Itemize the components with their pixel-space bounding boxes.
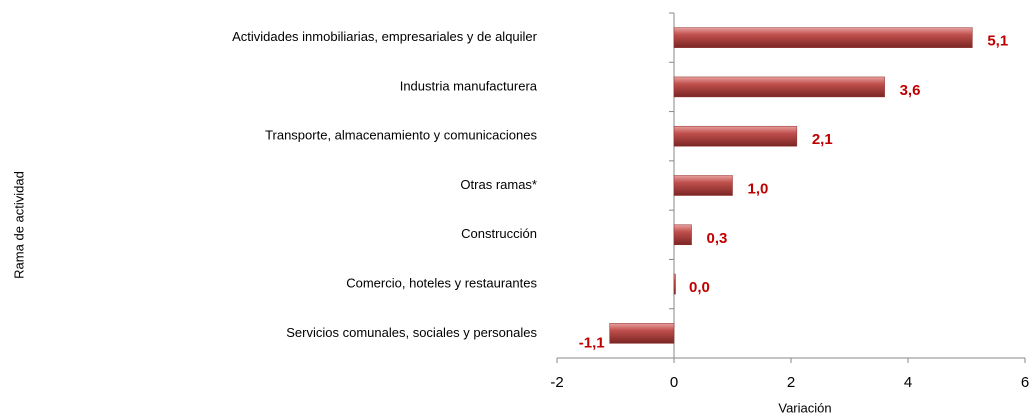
y-tick-label: Transporte, almacenamiento y comunicacio…: [265, 128, 537, 143]
y-tick-label: Otras ramas*: [460, 177, 537, 192]
y-tick-label: Construcción: [461, 226, 537, 241]
bar: [673, 125, 798, 147]
y-tick-label: Comercio, hoteles y restaurantes: [346, 276, 537, 291]
bar: [673, 224, 692, 246]
bar: [673, 175, 733, 196]
bar: [609, 323, 675, 344]
x-tick-label: 2: [787, 374, 795, 391]
value-label: 3,6: [900, 82, 921, 99]
y-tick-label: Industria manufacturera: [400, 78, 538, 93]
y-tick-label: Servicios comunales, sociales y personal…: [286, 325, 537, 340]
x-tick-label: 6: [1021, 374, 1029, 391]
y-tick-label: Actividades inmobiliarias, empresariales…: [232, 29, 538, 44]
x-axis-label: Variación: [778, 400, 831, 415]
x-tick-label: -2: [550, 374, 563, 391]
value-label: 5,1: [987, 33, 1008, 50]
x-tick-label: 0: [670, 374, 678, 391]
y-axis-label: Rama de actividad: [11, 171, 26, 279]
bar: [673, 27, 973, 48]
x-tick-label: 4: [904, 374, 912, 391]
value-label: 0,0: [689, 279, 710, 296]
bar: [673, 273, 676, 295]
value-label: -1,1: [579, 334, 605, 351]
value-label: 1,0: [748, 180, 769, 197]
value-label: 0,3: [707, 230, 728, 247]
bar: [673, 76, 885, 98]
value-label: 2,1: [812, 131, 833, 148]
